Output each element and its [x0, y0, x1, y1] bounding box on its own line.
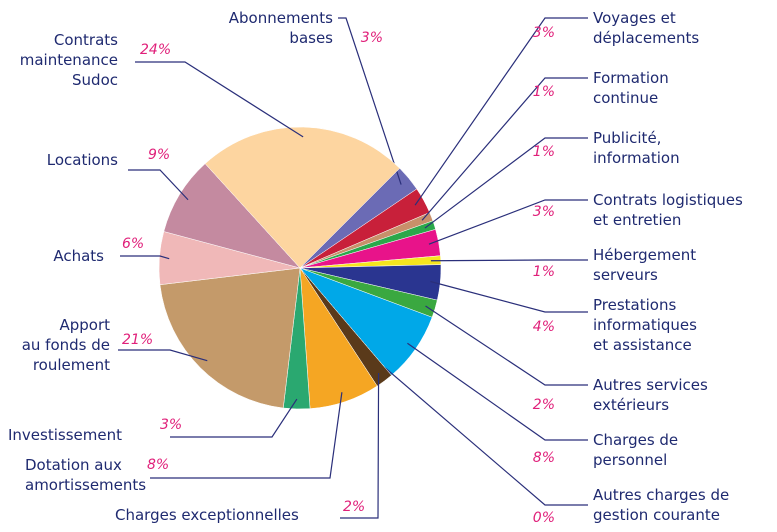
leader-line [120, 255, 170, 260]
slice-label: Charges exceptionnelles [115, 506, 299, 524]
slice-label: Locations [47, 151, 118, 169]
value-label: 3% [533, 204, 555, 220]
leader-line [128, 169, 189, 201]
value-label: 1% [533, 84, 555, 100]
leader-line [340, 372, 380, 519]
slice-label: Prestations informatiques et assistance [593, 296, 697, 354]
slice-label: Contrats logistiques et entretien [593, 191, 743, 229]
leader-line [150, 392, 343, 479]
value-label: 1% [533, 264, 555, 280]
slice-label: Apport au fonds de roulement [22, 316, 110, 374]
slice-label: Contrats maintenance Sudoc [20, 31, 118, 89]
value-label: 21% [122, 332, 153, 348]
leader-line [428, 199, 588, 245]
leader-line [424, 137, 588, 229]
value-label: 2% [533, 397, 555, 413]
value-label: 8% [147, 457, 169, 473]
pie-slice [163, 163, 301, 269]
value-label: 4% [533, 319, 555, 335]
leader-line [407, 342, 588, 441]
leader-line [135, 61, 304, 138]
value-label: 9% [148, 147, 170, 163]
pie-slice [204, 126, 401, 269]
slice-label: Publicité, information [593, 129, 680, 167]
slice-label: Autres services extérieurs [593, 376, 708, 414]
slice-label: Investissement [8, 426, 122, 444]
leader-line [425, 305, 588, 386]
slice-label: Autres charges de gestion courante [593, 486, 729, 524]
value-label: 3% [533, 25, 555, 41]
leader-line [414, 17, 588, 206]
leader-line [421, 77, 588, 221]
leader-line [384, 367, 588, 506]
value-label: 0% [533, 510, 555, 526]
leader-line [118, 349, 208, 362]
pie-slice [159, 267, 301, 409]
leader-line [170, 398, 298, 438]
slice-label: Abonnements bases [229, 9, 333, 47]
slice-label: Formation continue [593, 69, 669, 107]
value-label: 3% [361, 30, 383, 46]
slice-label: Achats [53, 247, 104, 265]
leader-line [430, 280, 588, 313]
slice-label: Voyages et déplacements [593, 9, 699, 47]
slice-label: Dotation aux amortissements [25, 456, 146, 494]
leader-line [430, 259, 588, 262]
value-label: 24% [140, 42, 171, 58]
value-label: 3% [160, 417, 182, 433]
slice-label: Hébergement serveurs [593, 246, 696, 284]
value-label: 8% [533, 450, 555, 466]
slice-label: Charges de personnel [593, 431, 678, 469]
leader-line [338, 17, 402, 185]
value-label: 6% [122, 236, 144, 252]
value-label: 1% [533, 144, 555, 160]
value-label: 2% [343, 499, 365, 515]
